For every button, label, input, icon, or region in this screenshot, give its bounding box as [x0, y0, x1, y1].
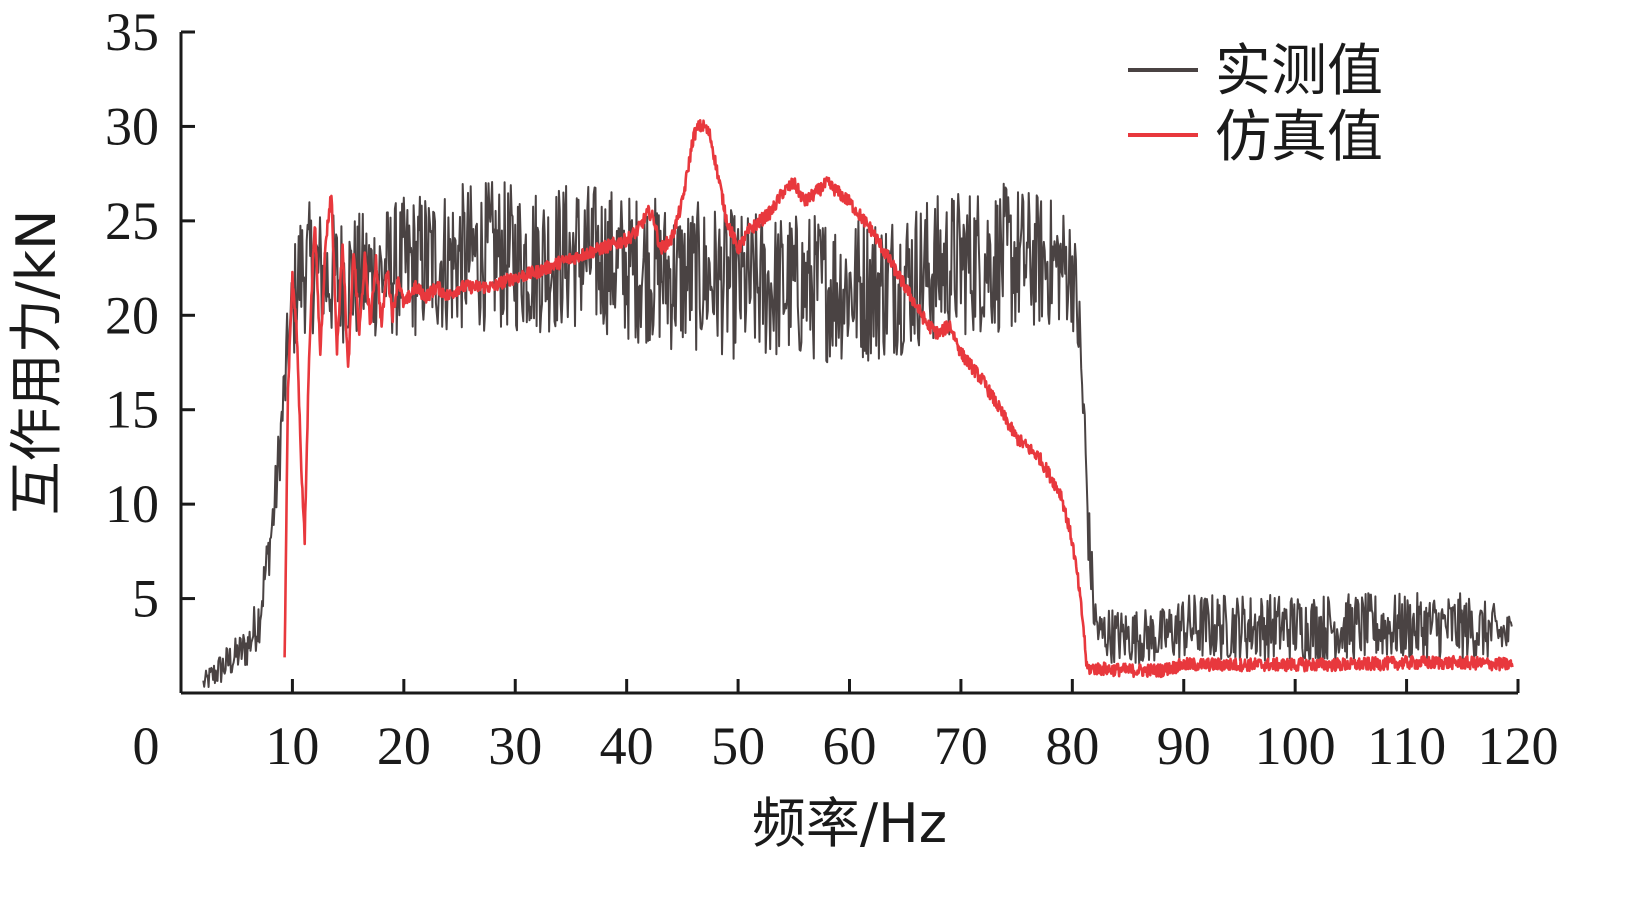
- y-tick-label: 25: [105, 191, 159, 251]
- y-tick-label: 10: [105, 474, 159, 534]
- x-tick-label: 10: [265, 716, 319, 776]
- y-tick-label: 30: [105, 96, 159, 156]
- x-tick-label: 40: [600, 716, 654, 776]
- x-tick-label: 80: [1045, 716, 1099, 776]
- y-tick-label: 20: [105, 285, 159, 345]
- x-tick-label: 0: [133, 716, 160, 776]
- x-tick-label: 110: [1367, 716, 1446, 776]
- x-tick-label: 20: [377, 716, 431, 776]
- x-tick-label: 100: [1255, 716, 1336, 776]
- series-line-simulated: [283, 119, 1514, 679]
- y-ticks: 5 10 15 20 25 30 35: [105, 2, 195, 629]
- legend-label-simulated: 仿真值: [1215, 105, 1383, 170]
- legend: 实测值 仿真值: [1128, 39, 1383, 170]
- series-line-measured: [202, 181, 1513, 688]
- y-tick-label: 5: [132, 569, 159, 629]
- y-axis-title: 互作用力/kN: [5, 210, 68, 516]
- x-ticks: 0 10 20 30 40 50 60 70 80 90 100 110 120: [133, 679, 1559, 776]
- y-tick-label: 35: [105, 2, 159, 62]
- x-axis-title: 频率/Hz: [752, 792, 947, 855]
- y-tick-label: 15: [105, 380, 159, 440]
- legend-label-measured: 实测值: [1215, 39, 1383, 104]
- x-tick-label: 30: [488, 716, 542, 776]
- x-tick-label: 70: [934, 716, 988, 776]
- x-tick-label: 90: [1157, 716, 1211, 776]
- series-lines: [202, 119, 1514, 688]
- x-tick-label: 120: [1478, 716, 1559, 776]
- x-tick-label: 60: [823, 716, 877, 776]
- x-tick-label: 50: [711, 716, 765, 776]
